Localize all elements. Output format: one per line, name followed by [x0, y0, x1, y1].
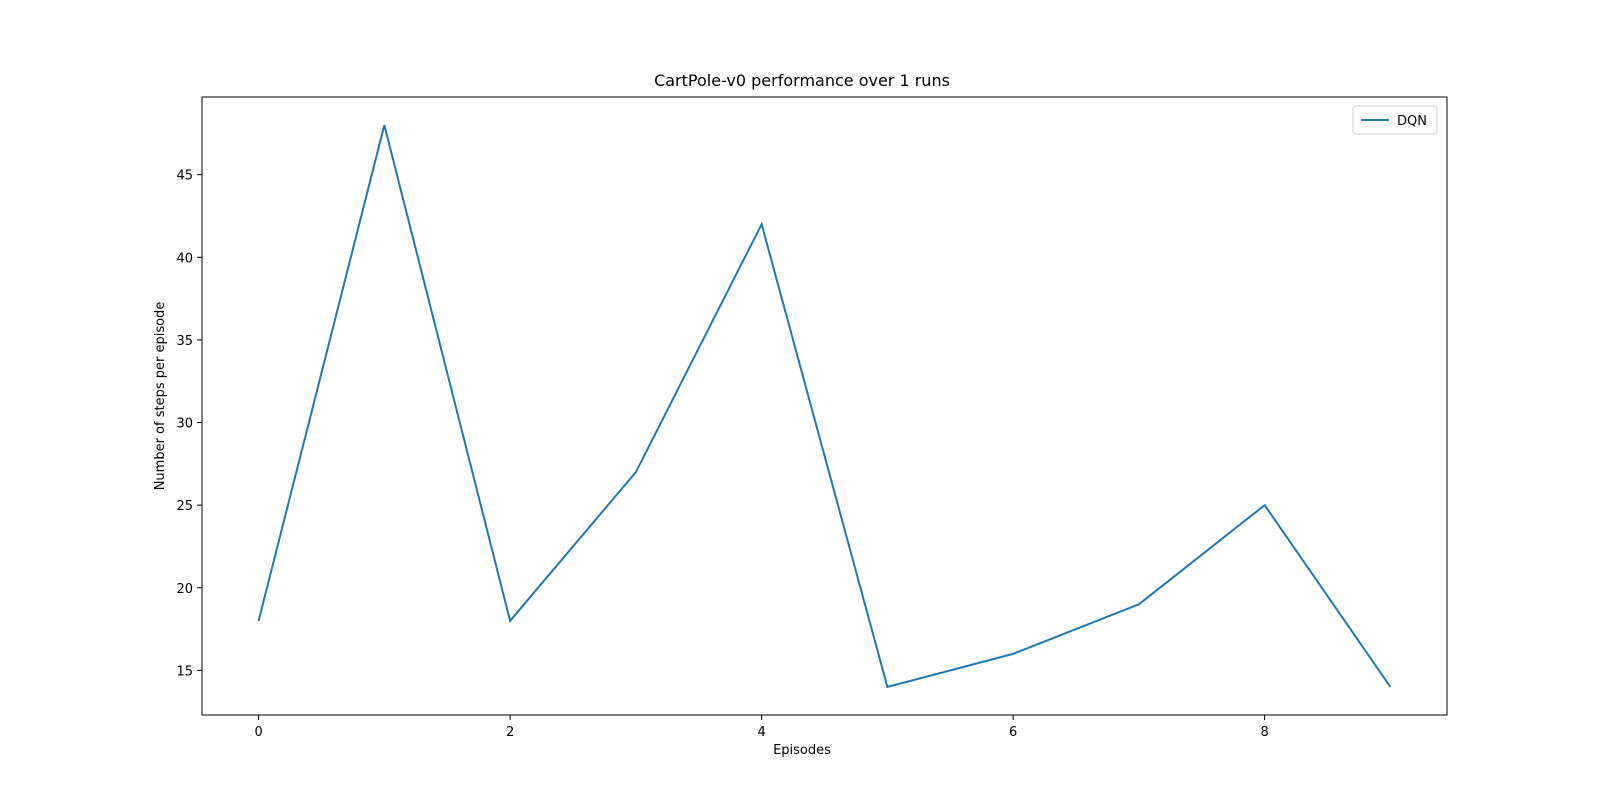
x-tick-label: 2	[506, 725, 514, 740]
y-tick-label: 20	[176, 582, 193, 597]
y-tick-label: 30	[176, 417, 193, 432]
x-tick-label: 8	[1261, 725, 1269, 740]
legend-box	[1352, 105, 1438, 135]
legend-label-dqn: DQN	[1397, 114, 1427, 129]
y-axis-label: Number of steps per episode	[153, 302, 168, 491]
series-line-dqn	[257, 124, 1392, 689]
series-layer	[257, 124, 1392, 689]
y-tick-label: 25	[176, 499, 193, 514]
x-axis-label: Episodes	[773, 743, 831, 758]
y-axis-ticks: 15 20 25 30 35 40 45	[176, 169, 202, 679]
x-tick-label: 4	[757, 725, 765, 740]
y-tick-label: 40	[176, 251, 193, 266]
plot-area-frame	[201, 96, 1448, 716]
x-tick-label: 6	[1009, 725, 1017, 740]
y-tick-label: 45	[176, 169, 193, 184]
y-tick-label: 15	[176, 664, 193, 679]
legend: DQN	[1352, 105, 1438, 135]
y-tick-label: 35	[176, 334, 193, 349]
chart-title: CartPole-v0 performance over 1 runs	[654, 71, 950, 90]
x-axis-ticks: 0 2 4 6 8	[254, 715, 1269, 740]
x-tick-label: 0	[254, 725, 262, 740]
